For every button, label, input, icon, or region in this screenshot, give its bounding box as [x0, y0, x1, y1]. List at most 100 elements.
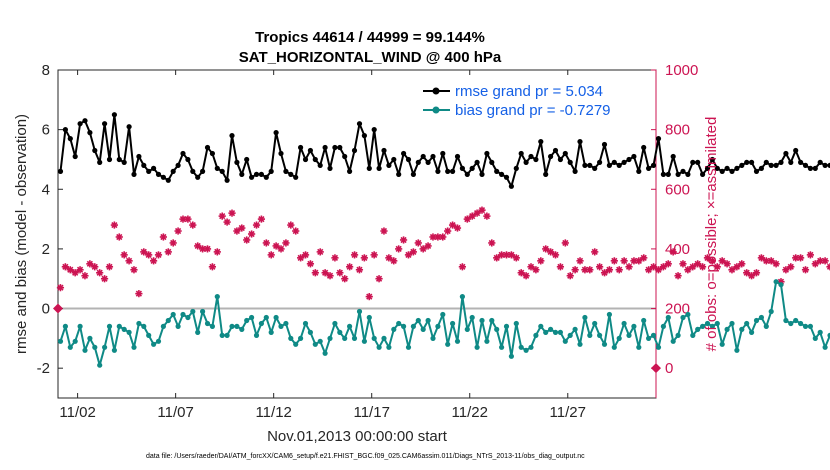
obs-point-stroke [537, 257, 544, 264]
obs-point-stroke [454, 224, 461, 232]
bias-point [307, 329, 313, 335]
obs-point [272, 242, 280, 250]
rmse-point [690, 159, 696, 165]
obs-point-stroke [420, 245, 427, 253]
obs-point-stroke [223, 218, 231, 226]
rmse-point [768, 162, 774, 168]
rmse-point [528, 153, 534, 160]
bias-point [82, 347, 88, 353]
rmse-point [513, 165, 519, 171]
bias-point [92, 344, 98, 350]
obs-point-stroke [81, 272, 89, 279]
obs-point [458, 263, 466, 271]
obs-point-stroke [768, 257, 775, 264]
obs-point-stroke [723, 260, 731, 267]
rmse-point [450, 168, 456, 174]
bias-point [763, 323, 769, 329]
obs-point-stroke [248, 230, 255, 238]
bias-point [131, 344, 137, 350]
obs-point [233, 227, 241, 235]
bias-point [430, 335, 436, 341]
obs-point [694, 260, 702, 268]
bias-point [783, 317, 789, 324]
rmse-point [479, 171, 485, 177]
rmse-point [244, 156, 250, 163]
obs-point-stroke [228, 210, 236, 217]
bias-point [405, 344, 412, 350]
rmse-point [126, 124, 132, 130]
bias-point [552, 329, 559, 335]
bias-point [592, 320, 598, 327]
obs-point-stroke [449, 221, 456, 229]
obs-point [228, 209, 236, 217]
bias-point [680, 314, 686, 321]
obs-point-stroke [640, 254, 647, 261]
rmse-point [744, 159, 750, 165]
rmse-point [807, 165, 814, 171]
obs-extra-points [53, 303, 661, 374]
x-axis-ticks: 11/02 11/07 11/12 11/17 11/22 11/27 [59, 70, 586, 421]
obs-point-stroke [812, 260, 819, 267]
rmse-point [327, 165, 333, 171]
obs-point-stroke [326, 272, 334, 279]
obs-point-stroke [331, 254, 339, 261]
bias-point [768, 308, 774, 315]
legend-rmse-marker [432, 87, 440, 95]
bias-point [724, 326, 730, 332]
obs-point-stroke [121, 251, 128, 258]
legend-box [418, 78, 650, 122]
obs-point [125, 257, 133, 265]
rmse-point [175, 162, 181, 168]
obs-point [703, 254, 712, 262]
obs-point [174, 227, 182, 235]
rmse-point [151, 165, 157, 171]
obs-point-stroke [655, 266, 662, 273]
obs-point-stroke [263, 239, 270, 247]
obs-point [100, 275, 109, 283]
legend-bias-marker [432, 106, 440, 114]
bias-point [209, 323, 215, 329]
rmse-point [567, 159, 573, 165]
obs-point [669, 248, 677, 256]
rmse-point [611, 159, 617, 165]
obs-point [66, 266, 74, 274]
obs-point [468, 212, 476, 220]
rmse-point [650, 162, 657, 168]
obs-point [385, 254, 393, 262]
rmse-point [582, 162, 588, 168]
obs-point [336, 269, 344, 277]
obs-point-stroke [709, 257, 716, 264]
obs-point-stroke [405, 251, 412, 258]
obs-point [76, 266, 84, 274]
obs-point-stroke [297, 254, 304, 261]
obs-point [782, 266, 790, 274]
bias-point [655, 344, 662, 350]
obs-point-stroke [238, 224, 245, 232]
bias-point [366, 314, 372, 321]
obs-point [414, 239, 422, 247]
bias-point [136, 320, 142, 327]
bias-point [739, 326, 745, 332]
rmse-point [155, 171, 162, 177]
obs-point [130, 266, 138, 274]
rmse-point [131, 171, 137, 177]
obs-point-stroke [522, 272, 530, 279]
y-right-tick-label: 800 [665, 122, 690, 139]
rmse-point [376, 165, 382, 171]
bias-point [543, 329, 549, 335]
obs-point [547, 248, 555, 256]
rmse-point [484, 150, 490, 157]
rmse-point [351, 147, 358, 154]
bias-point [102, 344, 108, 350]
rmse-point [454, 153, 461, 160]
rmse-point [601, 141, 608, 148]
bias-point [582, 314, 588, 321]
bias-point [180, 311, 186, 318]
obs-point-stroke [194, 242, 201, 250]
obs-point-stroke [802, 266, 809, 273]
obs-point-stroke [601, 269, 608, 276]
rmse-point [57, 168, 64, 174]
y-axis-right-label: # of obs: o=possible; ×=assimilated [703, 117, 720, 352]
obs-point [664, 260, 672, 268]
bias-point [317, 338, 323, 344]
